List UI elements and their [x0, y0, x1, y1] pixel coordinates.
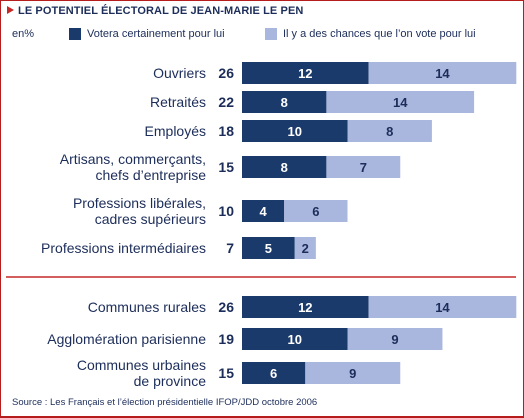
row-label: Professions intermédiaires [41, 240, 206, 256]
bar-label-certain: 10 [288, 124, 302, 139]
bar-certain [242, 328, 348, 350]
legend-label-possible: Il y a des chances que l’on vote pour lu… [283, 28, 476, 40]
row-label: Communes urbaines [77, 357, 206, 373]
row-label: chefs d’entreprise [95, 167, 206, 183]
bar-label-certain: 12 [298, 66, 312, 81]
bar-label-certain: 8 [281, 95, 288, 110]
bar-label-possible: 8 [386, 124, 393, 139]
triangle-bullet-icon [7, 6, 14, 14]
bar-label-certain: 6 [270, 366, 277, 381]
bar-certain [242, 156, 327, 178]
bar-label-possible: 9 [349, 366, 356, 381]
bar-label-possible: 7 [360, 160, 367, 175]
bar-certain [242, 362, 306, 384]
bar-possible [368, 62, 517, 84]
row-label: Retraités [150, 94, 206, 110]
bar-label-certain: 4 [259, 204, 267, 219]
row-total: 19 [218, 331, 234, 347]
legend-item-possible: Il y a des chances que l’on vote pour lu… [265, 28, 476, 40]
legend-label-certain: Votera certainement pour lui [87, 28, 225, 40]
row-total: 7 [226, 240, 234, 256]
row-label: de province [134, 373, 207, 389]
row-label: Professions libérales, [73, 195, 206, 211]
bar-possible [326, 156, 401, 178]
bar-label-possible: 2 [302, 241, 309, 256]
row-total: 15 [218, 159, 234, 175]
row-total: 15 [218, 365, 234, 381]
bar-label-certain: 8 [281, 160, 288, 175]
bar-certain [242, 91, 327, 113]
row-label: Ouvriers [153, 65, 206, 81]
row-label: Employés [145, 123, 206, 139]
row-label: Artisans, commerçants, [60, 151, 206, 167]
bar-label-certain: 5 [265, 241, 272, 256]
bar-possible [284, 200, 348, 222]
bar-certain [242, 296, 369, 318]
row-total: 10 [218, 203, 234, 219]
bar-possible [347, 120, 432, 142]
unit-label: en% [12, 28, 35, 40]
chart-title-text: LE POTENTIEL ÉLECTORAL DE JEAN-MARIE LE … [18, 5, 304, 17]
row-total: 26 [218, 299, 234, 315]
bar-label-possible: 6 [312, 204, 319, 219]
bar-label-certain: 12 [298, 300, 312, 315]
bar-possible [305, 362, 401, 384]
row-label: cadres supérieurs [95, 211, 206, 227]
bar-certain [242, 237, 295, 259]
bar-possible [326, 91, 475, 113]
bar-label-possible: 14 [393, 95, 408, 110]
bar-label-possible: 9 [391, 332, 398, 347]
bar-possible [294, 237, 316, 259]
bar-certain [242, 62, 369, 84]
row-label: Communes rurales [88, 299, 206, 315]
bar-possible [347, 328, 443, 350]
legend-swatch-possible [265, 28, 277, 40]
bar-label-possible: 14 [435, 300, 450, 315]
legend-swatch-certain [69, 28, 81, 40]
chart-title: LE POTENTIEL ÉLECTORAL DE JEAN-MARIE LE … [7, 5, 303, 17]
bar-label-possible: 14 [435, 66, 450, 81]
row-total: 22 [218, 94, 234, 110]
source-note: Source : Les Français et l’élection prés… [12, 397, 318, 408]
row-total: 26 [218, 65, 234, 81]
row-total: 18 [218, 123, 234, 139]
bar-label-certain: 10 [288, 332, 302, 347]
bar-certain [242, 120, 348, 142]
bar-possible [368, 296, 517, 318]
row-label: Agglomération parisienne [47, 331, 206, 347]
bar-certain [242, 200, 285, 222]
legend-item-certain: Votera certainement pour lui [69, 28, 225, 40]
